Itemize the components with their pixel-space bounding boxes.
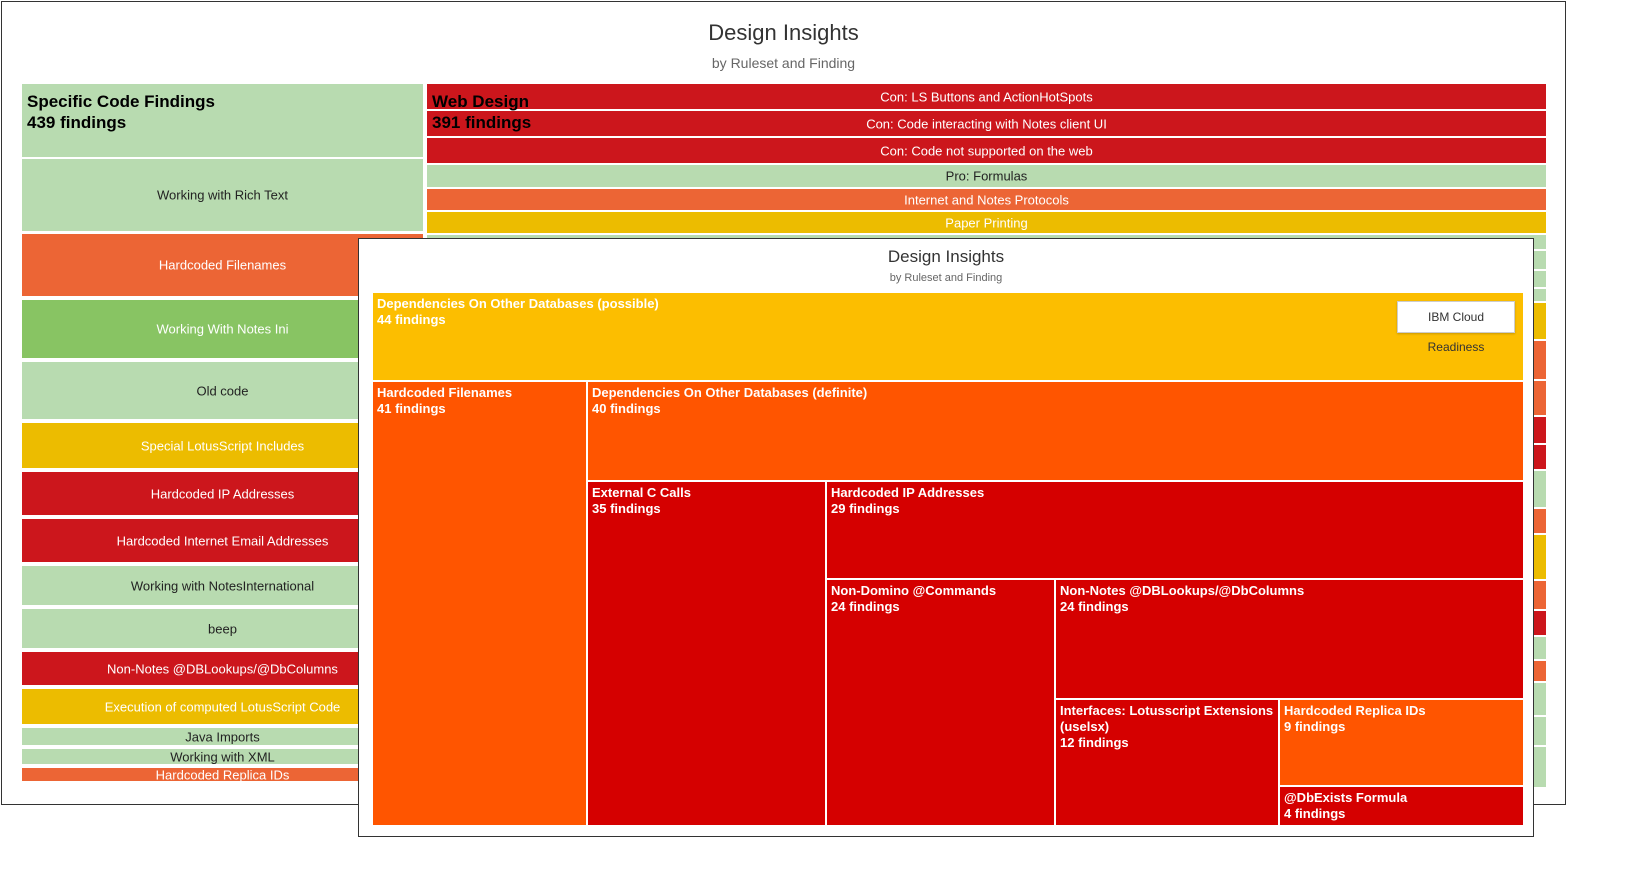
treemap-cell-label: Working With Notes Ini <box>156 321 289 337</box>
treemap-cell-count: 24 findings <box>1060 599 1129 614</box>
treemap-cell-label: Con: Code not supported on the web <box>880 143 1093 158</box>
treemap-cell-hardcoded-replica-ids[interactable]: Hardcoded Replica IDs <box>22 768 423 783</box>
legend-ibm-cloud-readiness-button[interactable]: IBM Cloud Readiness <box>1397 301 1515 354</box>
treemap-cell-working-with-rich-text[interactable]: Working with Rich Text <box>22 159 423 233</box>
front-treemap-panel: Design Insights by Ruleset and Finding D… <box>358 238 1534 837</box>
treemap-cell-label: Working with Rich Text <box>156 187 288 203</box>
treemap-cell-con-code-interacting-with-notes-client-ui[interactable]: Con: Code interacting with Notes client … <box>427 111 1546 136</box>
treemap-cell-hardcoded-replica-ids[interactable]: Hardcoded Replica IDs 9 findings <box>1280 700 1523 785</box>
treemap-cell-name: External C Calls <box>592 485 691 500</box>
treemap-cell-dependencies-on-other-databases-definite[interactable]: Dependencies On Other Databases (definit… <box>588 382 1523 480</box>
treemap-cell-hardcoded-internet-email-addresses[interactable]: Hardcoded Internet Email Addresses <box>22 519 423 564</box>
treemap-cell-count: 4 findings <box>1284 806 1346 821</box>
group-specific-code-findings[interactable]: Specific Code Findings 439 findings Work… <box>22 84 423 788</box>
treemap-cell-count: 12 findings <box>1060 735 1129 750</box>
treemap-cell-label: Working with NotesInternational <box>130 578 315 593</box>
treemap-cell-count: 41 findings <box>377 401 446 416</box>
treemap-cell-label: Hardcoded IP Addresses <box>150 486 295 501</box>
treemap-cell-label: Internet and Notes Protocols <box>904 192 1069 207</box>
treemap-cell-con-ls-buttons-and-actionhotspots[interactable]: Con: LS Buttons and ActionHotSpots <box>427 84 1546 109</box>
front-chart-title: Design Insights <box>887 247 1005 266</box>
treemap-cell-label: Con: LS Buttons and ActionHotSpots <box>880 89 1093 104</box>
group-label-web-design: Web Design 391 findings <box>432 91 531 133</box>
treemap-cell-hardcoded-filenames[interactable]: Hardcoded Filenames <box>22 234 423 298</box>
group-count: 439 findings <box>27 113 127 132</box>
treemap-cell-label: Java Imports <box>185 729 260 744</box>
group-count: 391 findings <box>432 113 532 132</box>
treemap-cell-name: Hardcoded Filenames <box>377 385 513 400</box>
group-header-cell[interactable] <box>22 84 423 159</box>
treemap-cell-label: beep <box>208 621 237 636</box>
treemap-cell-label: Hardcoded Internet Email Addresses <box>116 533 329 548</box>
treemap-cell-working-with-notesinternational[interactable]: Working with NotesInternational <box>22 566 423 607</box>
treemap-cell-working-with-notes-ini[interactable]: Working With Notes Ini <box>22 300 423 360</box>
treemap-cell-beep[interactable]: beep <box>22 609 423 650</box>
treemap-cell-count: 40 findings <box>592 401 661 416</box>
treemap-cell-non-notes-dblookups-dbcolumns[interactable]: Non-Notes @DBLookups/@DbColumns <box>22 652 423 687</box>
treemap-cell-dbexists-formula[interactable]: @DbExists Formula 4 findings <box>1280 787 1523 825</box>
treemap-cell-non-notes-dblookups-dbcolumns[interactable]: Non-Notes @DBLookups/@DbColumns 24 findin… <box>1056 580 1523 698</box>
treemap-cell-hardcoded-filenames[interactable]: Hardcoded Filenames 41 findings <box>373 382 586 825</box>
treemap-cell-old-code[interactable]: Old code <box>22 362 423 421</box>
front-treemap-area: Dependencies On Other Databases (possibl… <box>373 293 1523 825</box>
treemap-cell-label: Hardcoded Filenames <box>158 257 287 273</box>
treemap-cell-external-c-calls[interactable]: External C Calls 35 findings <box>588 482 825 825</box>
treemap-cell-name: Hardcoded IP Addresses <box>831 485 985 500</box>
treemap-cell-label: Paper Printing <box>945 215 1028 230</box>
treemap-cell-label: Execution of computed LotusScript Code <box>104 699 341 714</box>
treemap-cell-hardcoded-ip-addresses[interactable]: Hardcoded IP Addresses <box>22 472 423 517</box>
treemap-cell-label: Con: Code interacting with Notes client … <box>866 116 1107 131</box>
treemap-cell-java-imports[interactable]: Java Imports <box>22 728 423 747</box>
treemap-cell-count: 35 findings <box>592 501 661 516</box>
treemap-cell-pro-formulas[interactable]: Pro: Formulas <box>427 165 1546 187</box>
treemap-cell-special-lotusscript-includes[interactable]: Special LotusScript Includes <box>22 423 423 470</box>
treemap-cell-label: Special LotusScript Includes <box>140 438 305 453</box>
treemap-cell-label: Old code <box>196 383 249 398</box>
group-label-specific-code-findings: Specific Code Findings 439 findings <box>27 91 215 133</box>
front-chart-subtitle: by Ruleset and Finding <box>889 272 1003 284</box>
treemap-cell-label: Pro: Formulas <box>945 168 1028 184</box>
treemap-cell-paper-printing[interactable]: Paper Printing <box>427 212 1546 233</box>
treemap-cell-hardcoded-ip-addresses[interactable]: Hardcoded IP Addresses 29 findings <box>827 482 1523 578</box>
treemap-cell-label: Non-Notes @DBLookups/@DbColumns <box>107 661 338 676</box>
treemap-cell-name: Non-Notes @DBLookups/@DbColumns <box>1060 583 1305 598</box>
treemap-cell-non-domino-commands[interactable]: Non-Domino @Commands 24 findings <box>827 580 1054 825</box>
treemap-cell-count: 29 findings <box>831 501 900 516</box>
treemap-cell-name: Dependencies On Other Databases (definit… <box>592 385 868 400</box>
treemap-cell-internet-and-notes-protocols[interactable]: Internet and Notes Protocols <box>427 189 1546 210</box>
treemap-cell-name: Non-Domino @Commands <box>831 583 997 598</box>
treemap-cell-name: Hardcoded Replica IDs <box>1284 703 1426 718</box>
group-name: Specific Code Findings <box>27 92 215 111</box>
back-chart-title: Design Insights <box>708 20 859 45</box>
treemap-cell-working-with-xml[interactable]: Working with XML <box>22 749 423 766</box>
treemap-cell-count: 24 findings <box>831 599 900 614</box>
treemap-cell-count: 9 findings <box>1284 719 1346 734</box>
treemap-cell-count: 44 findings <box>377 312 446 327</box>
treemap-cell-label: Hardcoded Replica IDs <box>155 768 290 782</box>
treemap-cell-name: Dependencies On Other Databases (possibl… <box>377 296 659 311</box>
treemap-cell-interfaces-lotusscript-extensions-uselsx[interactable]: Interfaces: Lotusscript Extensions (usel… <box>1056 700 1278 825</box>
treemap-cell-label: Working with XML <box>170 749 275 764</box>
treemap-cell-name: Interfaces: Lotusscript Extensions (usel… <box>1060 703 1274 734</box>
treemap-cell-name: @DbExists Formula <box>1284 790 1408 805</box>
group-name: Web Design <box>432 92 529 111</box>
back-chart-subtitle: by Ruleset and Finding <box>711 55 856 71</box>
treemap-cell-execution-of-computed-lotusscript-code[interactable]: Execution of computed LotusScript Code <box>22 689 423 726</box>
treemap-cell-dependencies-on-other-databases-possible[interactable]: Dependencies On Other Databases (possibl… <box>373 293 1523 380</box>
treemap-cell-con-code-not-supported-on-the-web[interactable]: Con: Code not supported on the web <box>427 138 1546 163</box>
